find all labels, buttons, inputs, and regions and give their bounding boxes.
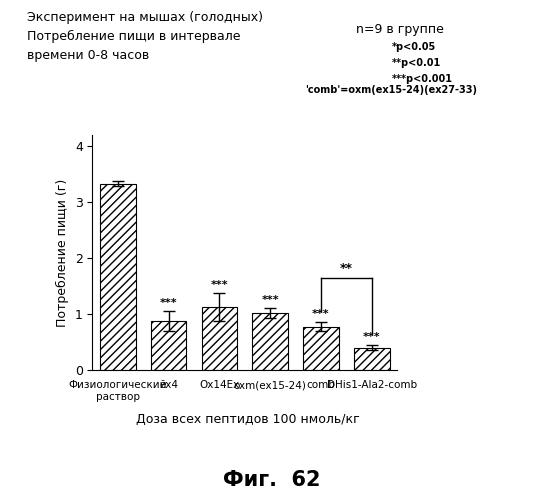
Text: ***: *** [160,298,177,308]
Text: **: ** [340,262,353,276]
Text: n=9 в группе: n=9 в группе [356,22,444,36]
Text: ***: *** [261,294,279,304]
Bar [151,322,187,370]
Text: времени 0-8 часов: времени 0-8 часов [27,49,150,62]
Y-axis label: Потребление пищи (г): Потребление пищи (г) [56,178,69,326]
Text: **p<0.01: **p<0.01 [392,58,441,68]
Text: ***: *** [363,332,381,342]
Bar [354,348,390,370]
Bar [303,327,339,370]
Text: Фиг.  62: Фиг. 62 [223,470,321,490]
Text: ***: *** [312,309,330,319]
Text: ***: *** [211,280,228,290]
Text: Эксперимент на мышах (голодных): Эксперимент на мышах (голодных) [27,11,263,24]
Text: ***p<0.001: ***p<0.001 [392,74,453,85]
Bar [202,308,237,370]
Text: 'comb'=oxm(ex15-24)(ex27-33): 'comb'=oxm(ex15-24)(ex27-33) [305,85,477,95]
Text: *p<0.05: *p<0.05 [392,42,436,52]
Bar [100,184,135,370]
Text: Потребление пищи в интервале: Потребление пищи в интервале [27,30,240,43]
Text: Доза всех пептидов 100 нмоль/кг: Доза всех пептидов 100 нмоль/кг [135,412,360,426]
Bar [252,313,288,370]
